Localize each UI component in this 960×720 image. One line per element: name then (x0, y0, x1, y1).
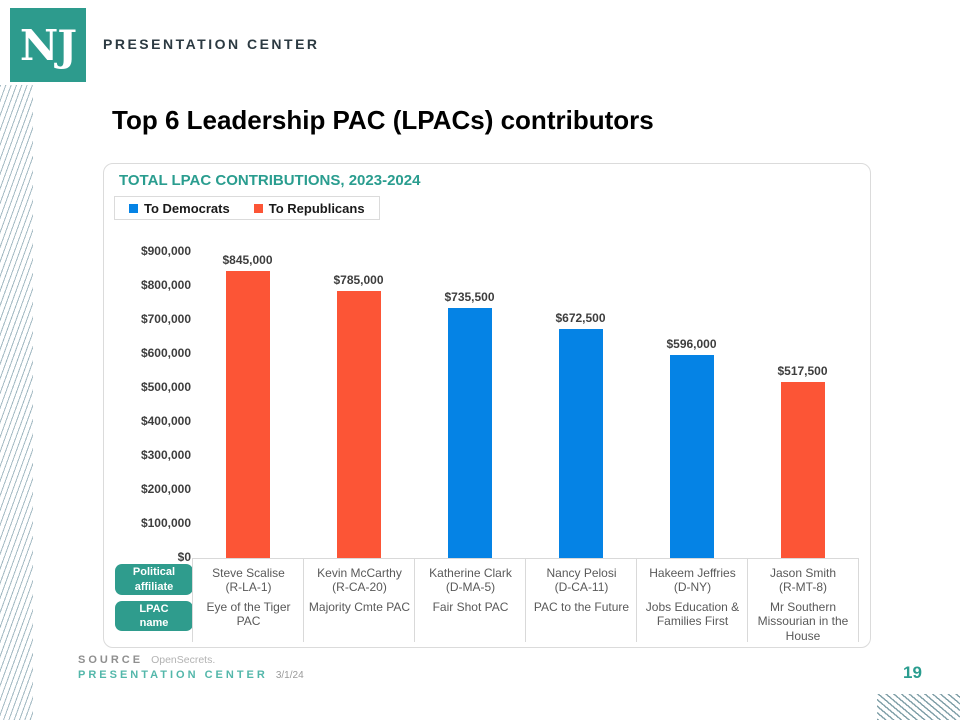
politician-name: Jason Smith (769, 566, 837, 580)
row-header-political-affiliate: Political affiliate (115, 564, 193, 595)
politician-district: (D-CA-11) (554, 580, 609, 595)
category-cell: Katherine Clark (D-MA-5) Fair Shot PAC (414, 558, 526, 642)
y-tick-label: $300,000 (140, 448, 191, 462)
y-tick-label: $500,000 (140, 380, 191, 394)
bar-r-6 (781, 382, 825, 558)
bar-value-label: $596,000 (666, 337, 717, 351)
pac-name: Majority Cmte PAC (308, 600, 411, 614)
legend-item-democrats: To Democrats (129, 201, 230, 216)
pac-name: Eye of the Tiger PAC (206, 600, 291, 629)
footer-date: 3/1/24 (275, 670, 304, 681)
bar-value-label: $672,500 (555, 311, 606, 325)
legend-label-democrats: To Democrats (144, 200, 230, 216)
y-tick-label: $400,000 (140, 414, 191, 428)
y-tick-label: $0 (177, 550, 191, 564)
pac-name: Mr Southern Missourian in the House (757, 600, 849, 643)
category-cell: Hakeem Jeffries (D-NY) Jobs Education & Fa… (636, 558, 748, 642)
y-tick-label: $800,000 (140, 278, 191, 292)
legend-item-republicans: To Republicans (253, 200, 365, 216)
democrat-swatch-icon (129, 203, 138, 213)
bar-value-label: $735,500 (444, 290, 495, 304)
bar-r-2 (337, 291, 381, 558)
nj-logo: NJ (10, 8, 86, 82)
page-number: 19 (903, 663, 922, 682)
footer-brand-label: PRESENTATION CENTER (78, 669, 268, 681)
bottom-right-hatch-decoration (877, 694, 960, 720)
bar-value-label: $845,000 (222, 253, 273, 267)
nj-logo-text: NJ (19, 20, 77, 70)
politician-district: (R-MT-8) (779, 580, 827, 595)
source-value: OpenSecrets. (151, 654, 216, 666)
source-label: SOURCE (78, 654, 144, 666)
y-tick-label: $700,000 (140, 312, 191, 326)
y-tick-label: $600,000 (140, 346, 191, 360)
chart-legend: To Democrats To Republicans (114, 196, 380, 220)
politician-district: (R-LA-1) (225, 580, 272, 595)
politician-name: Kevin McCarthy (317, 566, 402, 580)
footer: SOURCE OpenSecrets. PRESENTATION CENTER … (78, 654, 304, 684)
bar-r-1 (226, 271, 270, 558)
category-cell: Jason Smith (R-MT-8) Mr Southern Missouria… (747, 558, 859, 643)
pac-name: PAC to the Future (533, 600, 630, 614)
bar-d-4 (559, 329, 603, 558)
bar-d-5 (670, 355, 714, 558)
politician-name: Katherine Clark (429, 566, 512, 580)
bar-d-3 (448, 308, 492, 558)
category-cell: Nancy Pelosi (D-CA-11) PAC to the Future (525, 558, 637, 642)
pac-name: Jobs Education & Families First (645, 600, 740, 629)
bar-value-label: $517,500 (777, 364, 828, 378)
legend-label-republicans: To Republicans (268, 200, 365, 216)
chart-panel: TOTAL LPAC CONTRIBUTIONS, 2023-2024 To D… (103, 163, 871, 648)
republican-swatch-icon (253, 203, 263, 213)
bar-value-label: $785,000 (333, 273, 384, 287)
slide-title: Top 6 Leadership PAC (LPACs) contributor… (112, 105, 654, 135)
politician-district: (D-NY) (673, 580, 712, 595)
politician-district: (D-MA-5) (445, 580, 496, 595)
politician-name: Nancy Pelosi (546, 566, 617, 580)
chart-title: TOTAL LPAC CONTRIBUTIONS, 2023-2024 (119, 172, 421, 189)
category-cell: Steve Scalise (R-LA-1) Eye of the Tiger PA… (192, 558, 304, 642)
politician-name: Hakeem Jeffries (649, 566, 736, 580)
left-hatch-decoration (0, 85, 33, 720)
politician-district: (R-CA-20) (332, 580, 387, 595)
politician-name: Steve Scalise (212, 566, 285, 580)
pac-name: Fair Shot PAC (432, 600, 509, 614)
y-tick-label: $100,000 (140, 516, 191, 530)
presentation-center-header: PRESENTATION CENTER (103, 36, 320, 52)
category-cell: Kevin McCarthy (R-CA-20) Majority Cmte PAC (303, 558, 415, 642)
row-header-lpac-name: LPAC name (115, 601, 193, 631)
y-tick-label: $900,000 (140, 244, 191, 258)
y-tick-label: $200,000 (140, 482, 191, 496)
